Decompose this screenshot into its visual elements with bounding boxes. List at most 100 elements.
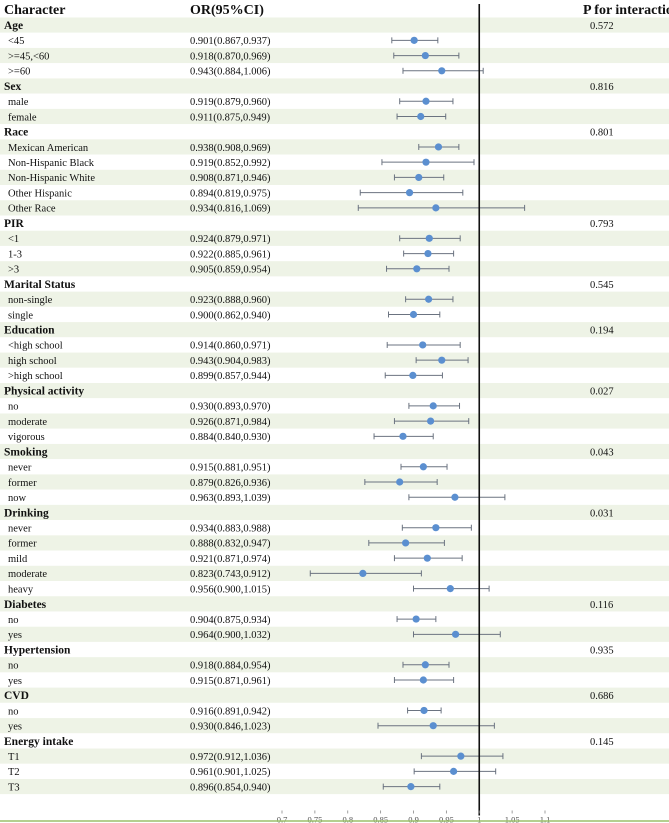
row-band <box>0 489 669 505</box>
or-ci-text: 0.961(0.901,1.025) <box>190 767 271 778</box>
x-tick-label: 0.8 <box>342 814 353 823</box>
or-point <box>407 783 415 791</box>
or-ci-text: 0.956(0.900,1.015) <box>190 584 271 595</box>
p-interaction-value: 0.801 <box>590 128 614 139</box>
row-band <box>0 200 669 216</box>
row-band <box>0 17 669 33</box>
row-band <box>0 108 669 125</box>
or-ci-text: 0.879(0.826,0.936) <box>190 478 271 489</box>
x-tick-label: 0.95 <box>439 814 454 823</box>
subgroup-label: yes <box>8 721 22 732</box>
or-point <box>413 265 421 273</box>
x-tick-label: 1.05 <box>505 814 520 823</box>
header-character: Character <box>4 3 65 18</box>
subgroup-label: heavy <box>8 584 34 595</box>
or-ci-text: 0.926(0.871,0.984) <box>190 417 271 428</box>
or-point <box>420 706 428 715</box>
subgroup-label: Other Race <box>8 204 56 215</box>
or-point <box>450 767 458 775</box>
row-band <box>0 78 669 94</box>
p-interaction-value: 0.686 <box>590 691 614 702</box>
row-band <box>0 672 669 688</box>
or-point <box>412 615 420 623</box>
or-point <box>419 341 427 349</box>
x-axis: 0.7 0.75 0.8 0.85 0.9 0.95 1 1.05 1.1 <box>0 810 669 823</box>
or-point <box>434 143 443 151</box>
or-ci-text: 0.908(0.871,0.946) <box>190 173 271 184</box>
or-point <box>429 722 437 730</box>
group-label: Education <box>4 325 55 337</box>
or-ci-text: 0.972(0.912,1.036) <box>190 752 271 763</box>
subgroup-label: vigorous <box>8 432 45 443</box>
x-tick-label: 1.1 <box>540 814 551 823</box>
subgroup-label: 1-3 <box>8 249 22 260</box>
row-band <box>0 169 669 186</box>
x-tick-label: 0.9 <box>408 814 419 823</box>
row-band <box>0 276 669 292</box>
or-point <box>415 173 423 182</box>
subgroup-label: Non-Hispanic Black <box>8 158 95 169</box>
or-point <box>409 310 418 319</box>
row-band <box>0 93 669 109</box>
p-interaction-value: 0.572 <box>590 21 614 32</box>
or-point <box>423 554 431 562</box>
subgroup-label: former <box>8 539 37 550</box>
row-band <box>0 718 669 734</box>
p-interaction-value: 0.793 <box>590 219 614 230</box>
or-point <box>451 493 459 501</box>
row-band <box>0 596 669 612</box>
group-label: Age <box>4 20 23 32</box>
subgroup-label: >=60 <box>8 67 30 78</box>
or-ci-text: 0.896(0.854,0.940) <box>190 782 271 793</box>
row-band <box>0 63 669 79</box>
group-label: Marital Status <box>4 279 76 291</box>
subgroup-label: T1 <box>8 752 20 763</box>
x-tick-label: 1 <box>477 814 481 823</box>
or-ci-text: 0.921(0.871,0.974) <box>190 554 271 565</box>
or-ci-text: 0.915(0.881,0.951) <box>190 463 271 474</box>
p-interaction-value: 0.545 <box>590 280 614 291</box>
row-band <box>0 520 669 536</box>
row-band <box>0 139 669 155</box>
x-tick-label: 0.85 <box>373 814 388 823</box>
or-point <box>421 51 429 60</box>
row-band <box>0 459 669 475</box>
subgroup-label: >=45,<60 <box>8 51 49 62</box>
row-band <box>0 641 669 658</box>
or-point <box>399 432 407 440</box>
subgroup-label: Other Hispanic <box>8 188 72 199</box>
or-ci-text: 0.930(0.846,1.023) <box>190 721 271 732</box>
or-point <box>419 463 427 471</box>
row-band <box>0 261 669 277</box>
row-band <box>0 413 669 429</box>
subgroup-label: >high school <box>8 371 63 382</box>
or-point <box>422 158 430 166</box>
group-label: Sex <box>4 81 22 93</box>
subgroup-label: mild <box>8 554 28 565</box>
or-ci-text: 0.911(0.875,0.949) <box>190 112 271 123</box>
header-or-ci: OR(95%CI) <box>190 3 264 18</box>
subgroup-label: T2 <box>8 767 20 778</box>
row-band <box>0 230 669 246</box>
or-point <box>426 417 435 425</box>
or-point <box>438 67 446 75</box>
p-interaction-value: 0.935 <box>590 646 614 657</box>
group-label: Hypertension <box>4 645 71 657</box>
row-band <box>0 47 669 64</box>
subgroup-label: no <box>8 402 19 413</box>
or-ci-text: 0.904(0.875,0.934) <box>190 615 271 626</box>
row-band <box>0 124 669 140</box>
or-ci-text: 0.943(0.904,0.983) <box>190 356 271 367</box>
or-point <box>409 371 417 380</box>
p-interaction-value: 0.816 <box>590 82 614 93</box>
subgroup-label: yes <box>8 630 22 641</box>
subgroup-label: never <box>8 524 32 535</box>
x-tick-label: 0.75 <box>307 814 322 823</box>
or-ci-text: 0.901(0.867,0.937) <box>190 36 271 47</box>
row-band <box>0 32 669 48</box>
group-label: PIR <box>4 218 25 230</box>
row-band <box>0 352 669 368</box>
row-band <box>0 215 669 231</box>
row-band <box>0 443 669 460</box>
group-label: Diabetes <box>4 599 47 611</box>
